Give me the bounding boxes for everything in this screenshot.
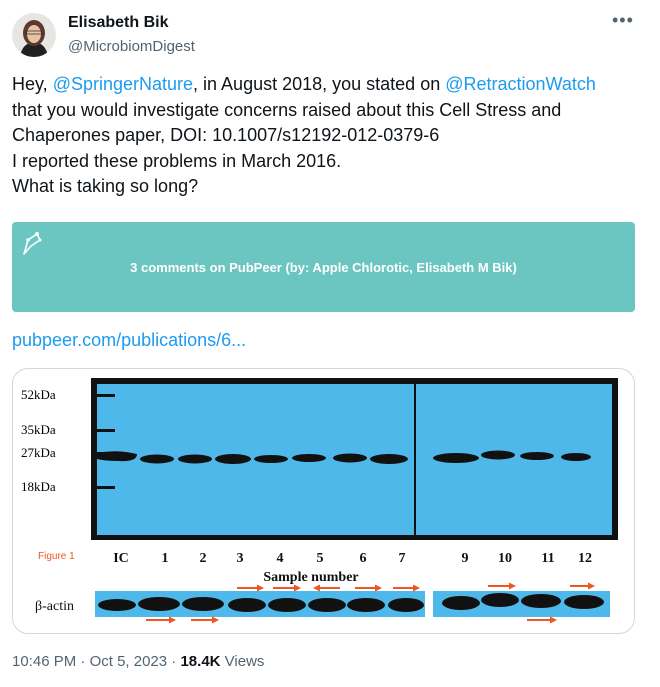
lane-label: 11 [541,551,554,566]
lane-label: 3 [237,551,244,566]
mention-springernature[interactable]: @SpringerNature [52,74,194,94]
lane-label: 4 [277,551,284,566]
mention-retractionwatch[interactable]: @RetractionWatch [445,74,596,94]
tweet-time[interactable]: 10:46 PM [12,653,77,670]
more-horizontal-icon[interactable]: ••• [612,10,634,30]
card-title: 3 comments on PubPeer (by: Apple Chlorot… [130,260,517,275]
marker-35kda: 35kDa [21,422,56,437]
tweet-media-image[interactable]: 52kDa 35kDa 27kDa 18kDa Figure 1 IC 1 2 … [12,368,635,634]
tweet-line-5: What is taking so long? [12,176,199,196]
author-name[interactable]: Elisabeth Bik [68,14,169,31]
pubpeer-link[interactable]: pubpeer.com/publications/6... [12,330,247,350]
tweet-line-3: Chaperones paper, DOI: 10.1007/s12192-01… [12,125,440,145]
views-count: 18.4K [180,653,221,670]
lane-label: 7 [399,551,406,566]
author-handle[interactable]: @MicrobiomDigest [68,38,195,55]
separator: · [167,653,181,670]
figure-label: Figure 1 [38,551,75,562]
sample-number-label: Sample number [263,570,358,585]
avatar[interactable] [12,13,56,57]
lane-label: 2 [200,551,207,566]
tweet-line-2: that you would investigate concerns rais… [12,99,562,120]
actin-label: β-actin [35,599,74,614]
pubpeer-logo-icon [23,232,42,255]
marker-52kda: 52kDa [21,387,56,402]
separator: · [76,653,90,670]
tweet-line-4: I reported these problems in March 2016. [12,150,342,171]
text-segment: , in August 2018, you stated on [193,74,446,94]
views-label: Views [224,653,265,670]
lane-label: 1 [162,551,169,566]
tweet-line-1: Hey, @SpringerNature, in August 2018, yo… [12,72,642,98]
tweet-text: Hey, @SpringerNature, in August 2018, yo… [12,72,642,200]
marker-18kda: 18kDa [21,479,56,494]
lane-label: IC [113,551,129,566]
lane-label: 9 [462,551,469,566]
lane-label: 6 [360,551,367,566]
lane-label: 12 [578,551,592,566]
lane-label: 10 [498,551,512,566]
lane-label: 5 [317,551,324,566]
link-card[interactable]: 3 comments on PubPeer (by: Apple Chlorot… [12,222,635,312]
tweet-date[interactable]: Oct 5, 2023 [89,653,168,670]
tweet-metadata: 10:46 PM · Oct 5, 2023 · 18.4K Views [12,653,264,670]
text-segment: Hey, [12,74,53,94]
western-blot-figure: 52kDa 35kDa 27kDa 18kDa Figure 1 IC 1 2 … [21,378,618,624]
marker-27kda: 27kDa [21,445,56,460]
